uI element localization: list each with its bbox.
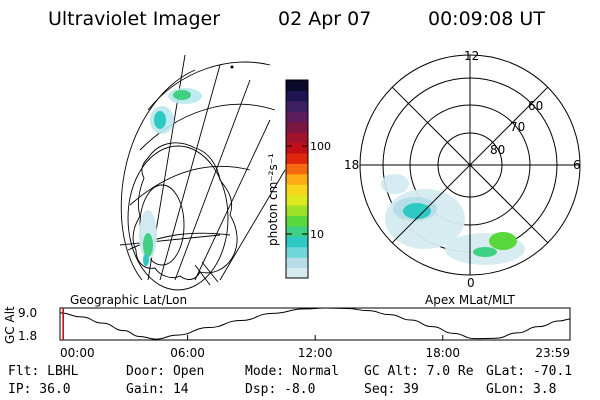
- info-door: Door: Open: [126, 364, 205, 379]
- info-dsp: Dsp: -8.0: [245, 382, 316, 397]
- apex-polar-plot: 12 18 6 0 60 70 80: [344, 49, 581, 290]
- map-gridline: [219, 169, 286, 281]
- info-gcalt: GC Alt: 7.0 Re: [364, 364, 474, 379]
- timeline-ymax: 9.0: [18, 306, 37, 320]
- colorbar-cell: [286, 225, 308, 237]
- apex-label: Apex MLat/MLT: [425, 293, 515, 307]
- mlt-label-0: 0: [467, 276, 475, 290]
- colorbar-cell: [286, 194, 308, 206]
- colorbar-cell: [286, 111, 308, 123]
- mlt-label-18: 18: [344, 158, 359, 172]
- colorbar-cell: [286, 90, 308, 102]
- map-marker: [230, 65, 234, 69]
- colorbar-cell: [286, 236, 308, 248]
- colorbar-cell: [286, 163, 308, 175]
- colorbar-cell: [286, 80, 308, 91]
- geographic-label: Geographic Lat/Lon: [70, 293, 188, 307]
- aurora-emission-apex: [381, 174, 525, 265]
- info-seq: Seq: 39: [364, 382, 419, 397]
- altitude-line: [59, 307, 571, 340]
- info-gain: Gain: 14: [126, 382, 189, 397]
- colorbar-cell: [286, 152, 308, 164]
- timeline-ylabel: GC Alt: [3, 306, 17, 344]
- colorbar-tick-100: 100: [310, 140, 331, 153]
- colorbar-cell: [286, 173, 308, 185]
- polar-meridian-diag2: [391, 86, 549, 244]
- map-gridline: [127, 232, 231, 251]
- mlt-label-12: 12: [464, 49, 479, 63]
- timeline-tick-label: 06:00: [170, 346, 205, 360]
- map-polar-ring: [127, 145, 229, 291]
- info-flt: Flt: LBHL: [8, 364, 79, 379]
- info-glat: GLat: -70.1: [486, 364, 573, 379]
- map-gridline: [147, 61, 271, 111]
- time-label: 00:09:08 UT: [428, 8, 545, 30]
- info-glon: GLon: 3.8: [486, 382, 557, 397]
- timeline-tick-label: 12:00: [298, 346, 333, 360]
- timeline-tick-label: 18:00: [425, 346, 460, 360]
- colorbar-cell: [286, 142, 308, 154]
- mlat-label-80: 80: [490, 143, 505, 157]
- map-gridline: [129, 165, 251, 206]
- colorbar-label: photon cm⁻²s⁻¹: [266, 153, 280, 246]
- timeline-ymin: 1.8: [18, 329, 37, 343]
- colorbar: 100 10 photon cm⁻²s⁻¹: [266, 79, 331, 279]
- colorbar-cell: [286, 257, 308, 269]
- map-coast-detail: [194, 261, 219, 286]
- info-ip: IP: 36.0: [8, 382, 71, 397]
- map-gridline: [194, 119, 271, 281]
- aurora-emission-geo: [139, 88, 202, 266]
- info-mode: Mode: Normal: [245, 364, 339, 379]
- colorbar-cell: [286, 121, 308, 133]
- map-gridline: [119, 234, 221, 246]
- timeline-tick-label: 23:59: [535, 346, 570, 360]
- timeline-tick-label: 00:00: [60, 346, 95, 360]
- geographic-map: [119, 54, 286, 291]
- colorbar-cell: [286, 205, 308, 216]
- date-label: 02 Apr 07: [278, 8, 372, 30]
- altitude-timeline: 9.0 1.8 GC Alt 00:00 06:00 12:00 18:00 23:59: [3, 306, 571, 360]
- colorbar-cell: [286, 215, 308, 227]
- colorbar-cell: [286, 267, 308, 279]
- colorbar-cell: [286, 246, 308, 258]
- mlt-label-6: 6: [573, 158, 581, 172]
- mlat-label-60: 60: [528, 99, 543, 113]
- colorbar-cell: [286, 184, 308, 196]
- map-gridline: [159, 64, 221, 281]
- colorbar-tick-10: 10: [310, 228, 324, 241]
- colorbar-cell: [286, 132, 308, 144]
- map-gridline: [174, 79, 251, 281]
- mlat-label-70: 70: [510, 120, 525, 134]
- map-limb: [120, 69, 196, 281]
- antarctica-coastline: [132, 142, 238, 280]
- instrument-title: Ultraviolet Imager: [48, 8, 221, 30]
- map-gridline: [139, 103, 276, 151]
- colorbar-cell: [286, 100, 308, 112]
